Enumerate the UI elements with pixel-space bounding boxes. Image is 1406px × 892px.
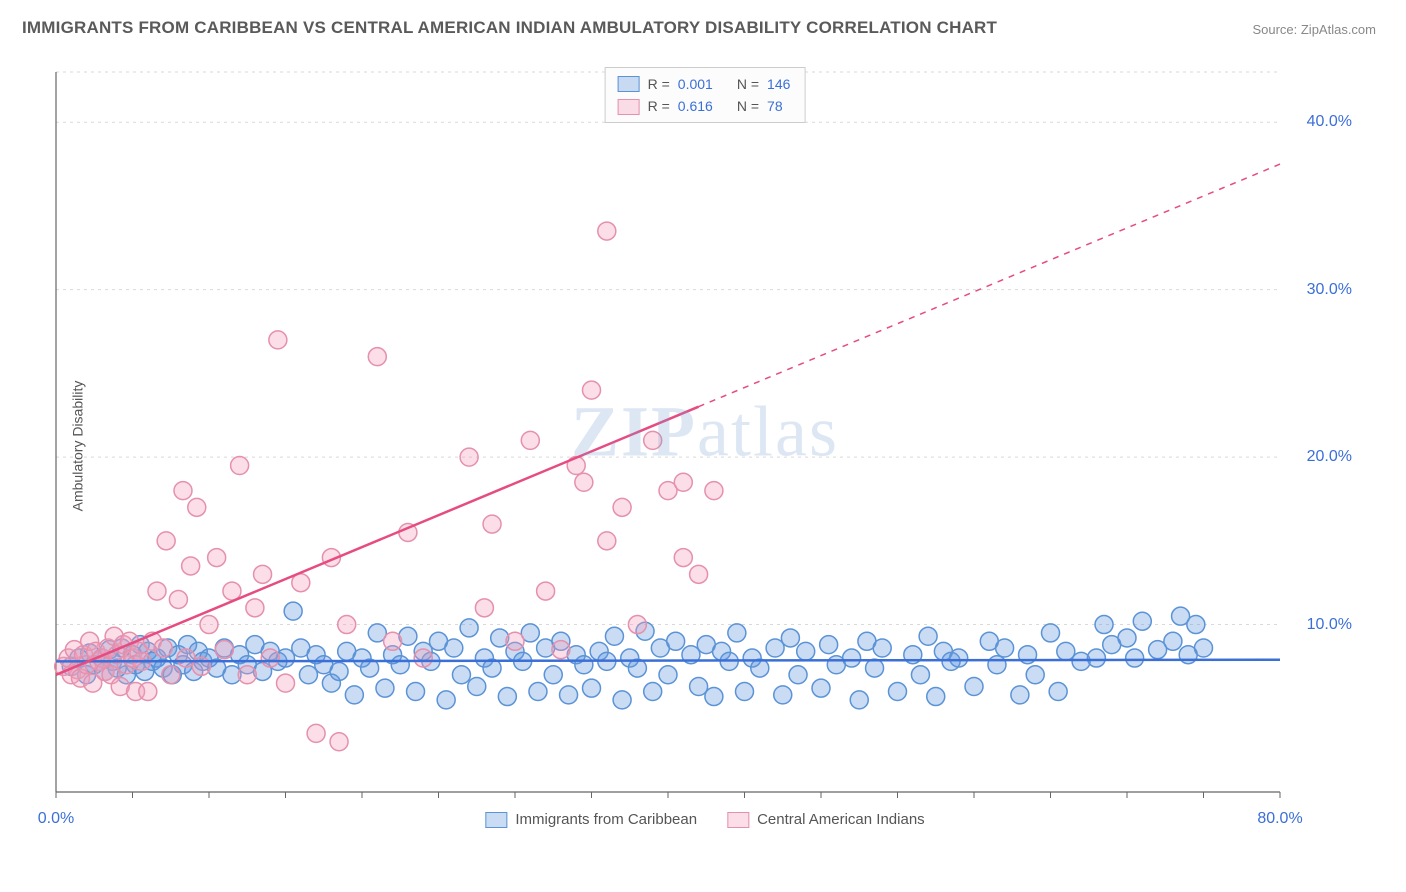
legend-label: Immigrants from Caribbean [515, 811, 697, 828]
source-attribution: Source: ZipAtlas.com [1252, 22, 1376, 37]
chart-title: IMMIGRANTS FROM CARIBBEAN VS CENTRAL AME… [22, 18, 997, 38]
legend-stats-row-2: R = 0.616 N = 78 [618, 95, 791, 117]
legend-item-central-american: Central American Indians [727, 811, 925, 828]
y-tick-label: 30.0% [1307, 281, 1352, 299]
legend-label: Central American Indians [757, 811, 925, 828]
source-name: ZipAtlas.com [1301, 22, 1376, 37]
legend-swatch-blue [618, 76, 640, 92]
y-tick-label: 40.0% [1307, 113, 1352, 131]
x-tick-label: 0.0% [38, 810, 74, 828]
n-value: 146 [767, 73, 790, 95]
legend-item-caribbean: Immigrants from Caribbean [485, 811, 697, 828]
r-value: 0.001 [678, 73, 713, 95]
scatter-plot: R = 0.001 N = 146 R = 0.616 N = 78 ZIPat… [50, 62, 1360, 832]
r-value: 0.616 [678, 95, 713, 117]
n-label: N = [737, 95, 759, 117]
legend-swatch-pink [727, 812, 749, 828]
legend-swatch-blue [485, 812, 507, 828]
r-label: R = [648, 73, 670, 95]
legend-stats: R = 0.001 N = 146 R = 0.616 N = 78 [605, 67, 806, 123]
source-prefix: Source: [1252, 22, 1300, 37]
n-label: N = [737, 73, 759, 95]
n-value: 78 [767, 95, 783, 117]
r-label: R = [648, 95, 670, 117]
legend-series: Immigrants from Caribbean Central Americ… [485, 811, 924, 828]
y-tick-label: 10.0% [1307, 616, 1352, 634]
chart-svg [50, 62, 1360, 832]
legend-stats-row-1: R = 0.001 N = 146 [618, 73, 791, 95]
legend-swatch-pink [618, 99, 640, 115]
x-tick-label: 80.0% [1257, 810, 1302, 828]
y-tick-label: 20.0% [1307, 448, 1352, 466]
